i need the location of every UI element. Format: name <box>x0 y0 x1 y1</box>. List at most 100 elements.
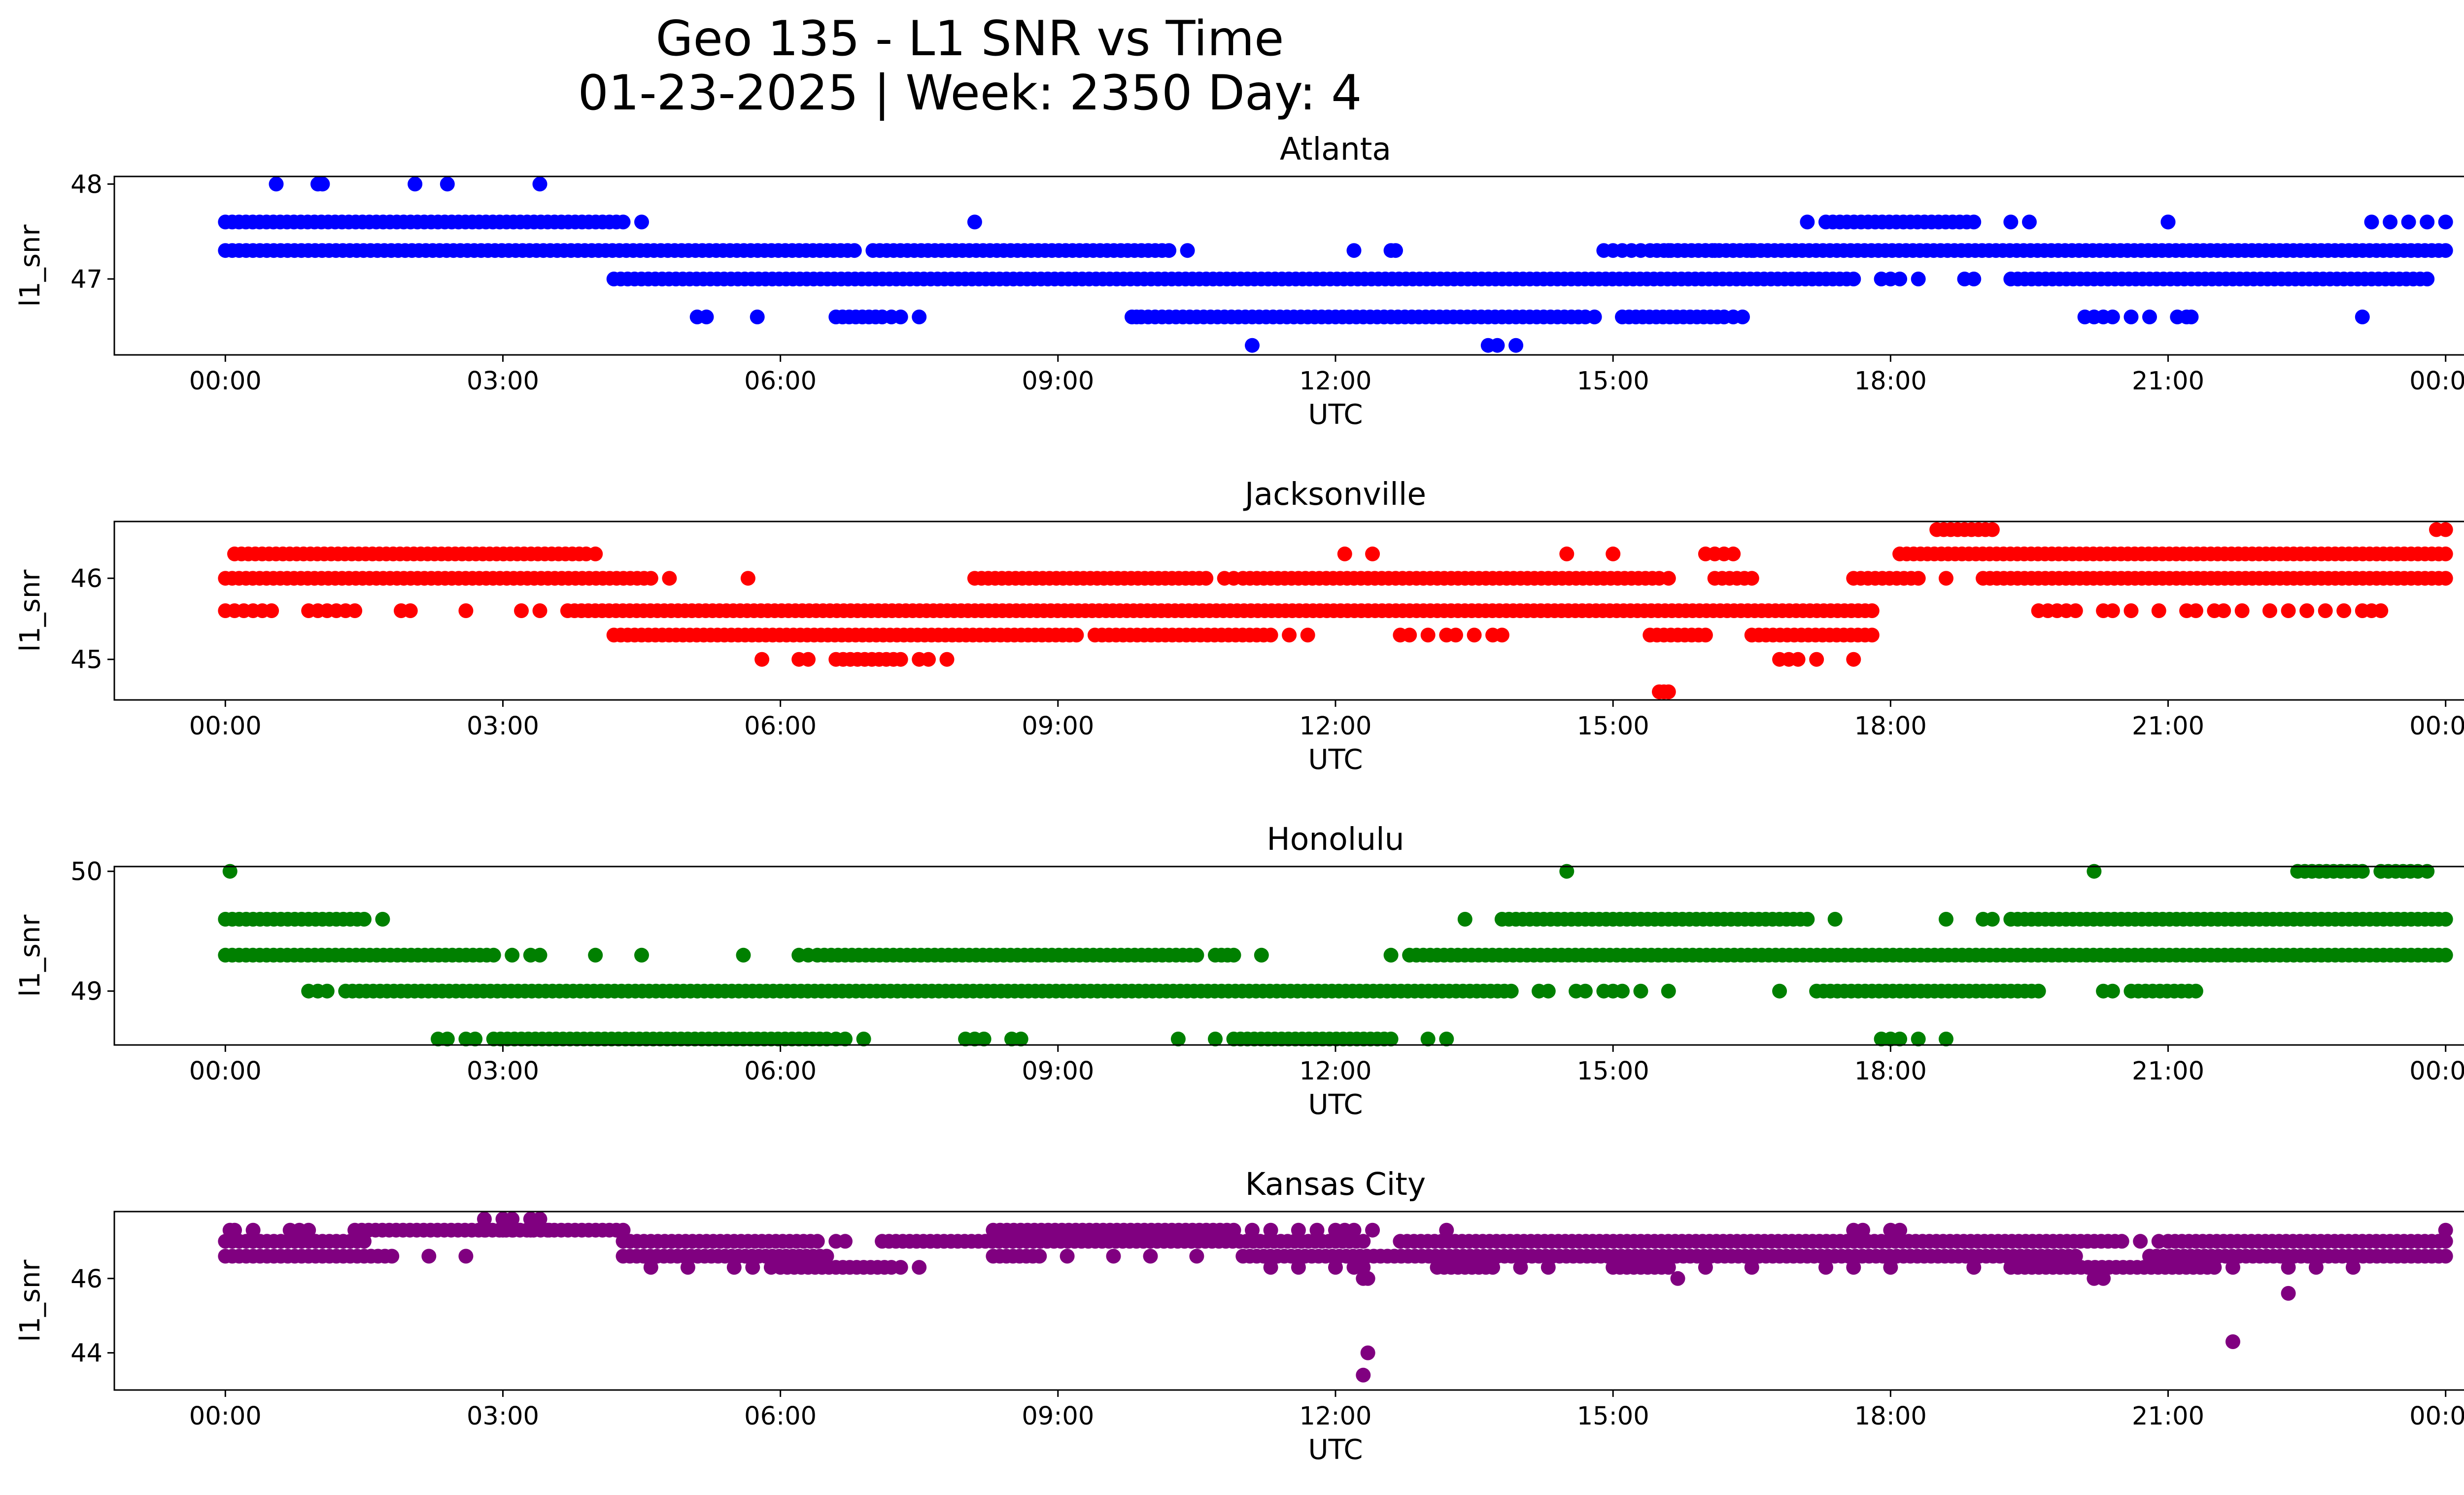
data-point <box>1346 1222 1362 1238</box>
data-point <box>1966 1260 1982 1275</box>
data-point <box>1263 1260 1278 1275</box>
data-point <box>2160 214 2176 230</box>
jacksonville-data-points <box>218 522 2453 699</box>
data-point <box>2438 214 2453 230</box>
x-tick-label: 03:00 <box>467 1402 539 1431</box>
data-point <box>1360 1345 1375 1360</box>
data-point <box>2031 983 2046 999</box>
subplot-kansas-city: Kansas City 00:00 03:00 06:00 09:00 12:00 15:0… <box>14 1166 2464 1466</box>
data-point <box>740 571 755 586</box>
data-point <box>1309 1222 1325 1238</box>
x-tick-label: 09:00 <box>1022 367 1094 396</box>
data-point <box>542 1222 557 1238</box>
data-point <box>2216 603 2231 618</box>
x-tick-label: 06:00 <box>744 1057 817 1086</box>
data-point <box>2142 310 2157 324</box>
data-point <box>319 983 335 999</box>
data-point <box>1633 243 1648 258</box>
data-point <box>1208 1031 1223 1046</box>
data-point <box>1939 1031 1953 1046</box>
data-point <box>1883 1260 1898 1275</box>
data-point <box>2355 310 2370 324</box>
kansas-city-x-axis-label: UTC <box>1308 1434 1363 1466</box>
data-point <box>1818 1260 1833 1275</box>
data-point <box>1846 652 1861 667</box>
data-point <box>2438 911 2453 927</box>
data-point <box>1360 1271 1375 1286</box>
data-point <box>2123 603 2139 618</box>
data-point <box>634 214 649 230</box>
honolulu-x-axis-label: UTC <box>1308 1089 1363 1121</box>
data-point <box>1540 983 1556 999</box>
data-point <box>2438 546 2453 561</box>
kansas-city-y-axis-label: l1_snr <box>14 1259 46 1342</box>
y-tick-label: 45 <box>70 646 103 675</box>
data-point <box>2364 214 2379 230</box>
data-point <box>1513 1249 1528 1264</box>
data-point <box>2355 864 2370 879</box>
data-point <box>1467 627 1482 643</box>
data-point <box>532 176 548 192</box>
data-point <box>1559 864 1574 879</box>
x-tick-label: 15:00 <box>1577 1402 1649 1431</box>
data-point <box>514 603 529 618</box>
data-point <box>1864 603 1880 618</box>
x-tick-label: 12:00 <box>1300 1402 1372 1431</box>
data-point <box>1846 272 1861 286</box>
data-point <box>1698 1260 1713 1275</box>
data-point <box>1985 911 2000 927</box>
data-point <box>1365 546 1380 561</box>
data-point <box>939 652 955 667</box>
data-point <box>912 310 927 324</box>
x-tick-label: 06:00 <box>744 712 817 741</box>
data-point <box>662 571 677 586</box>
data-point <box>1328 1260 1343 1275</box>
data-point <box>2438 1249 2453 1264</box>
data-point <box>810 1234 825 1249</box>
x-tick-label: 09:00 <box>1022 1057 1094 1086</box>
data-point <box>1254 947 1269 963</box>
data-point <box>976 1031 992 1046</box>
x-tick-label: 06:00 <box>744 1402 817 1431</box>
data-point <box>532 1212 548 1227</box>
data-point <box>1069 627 1084 643</box>
data-point <box>893 652 908 667</box>
data-point <box>1892 1222 1908 1238</box>
data-point <box>736 947 751 963</box>
data-point <box>1420 627 1436 643</box>
data-point <box>1661 571 1676 586</box>
y-tick-label: 50 <box>70 858 103 887</box>
data-point <box>1911 1031 1926 1046</box>
data-point <box>2068 603 2083 618</box>
data-point <box>893 310 908 324</box>
x-tick-label: 00:00 <box>2409 1057 2464 1086</box>
data-point <box>1809 652 1824 667</box>
x-tick-label: 18:00 <box>1854 1057 1927 1086</box>
data-point <box>1143 1249 1158 1264</box>
data-point <box>1966 272 1982 286</box>
data-point <box>2281 1260 2296 1275</box>
x-tick-label: 21:00 <box>2132 712 2204 741</box>
data-point <box>1300 627 1315 643</box>
x-tick-label: 12:00 <box>1300 367 1372 396</box>
data-point <box>2318 603 2333 618</box>
data-point <box>505 947 520 963</box>
data-point <box>1226 947 1241 963</box>
data-point <box>1226 1222 1241 1238</box>
data-point <box>315 176 330 192</box>
atlanta-y-axis-label: l1_snr <box>14 224 46 307</box>
honolulu-title: Honolulu <box>1266 821 1404 857</box>
data-point <box>2151 603 2166 618</box>
data-point <box>1282 627 1297 643</box>
data-point <box>2105 310 2120 324</box>
data-point <box>1356 1367 1371 1383</box>
data-point <box>347 603 363 618</box>
data-point <box>2105 983 2120 999</box>
data-point <box>1013 1031 1028 1046</box>
x-tick-label: 18:00 <box>1854 1402 1927 1431</box>
data-point <box>486 947 501 963</box>
data-point <box>2123 310 2139 324</box>
x-tick-label: 00:00 <box>2409 712 2464 741</box>
kansas-city-data-points <box>218 1212 2453 1383</box>
